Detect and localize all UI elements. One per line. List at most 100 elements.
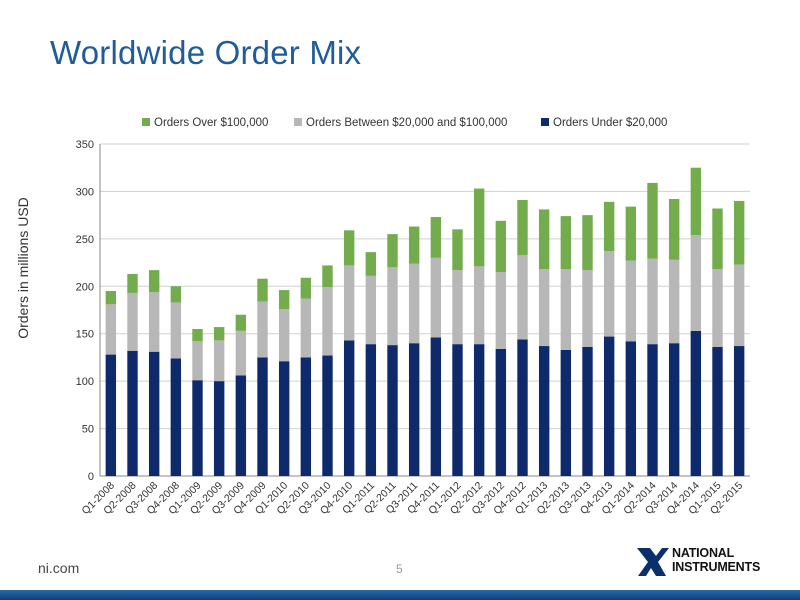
bar-segment-20k-100k (300, 298, 312, 358)
bar-segment-20k-100k (668, 259, 680, 344)
bar-segment-20k-100k (712, 269, 723, 347)
bar-segment-20k-100k (322, 287, 333, 356)
footer-bar (0, 590, 800, 600)
chart-gridlines (99, 143, 750, 477)
bar-segment-over-100k (582, 215, 593, 271)
bar-segment-over-100k (452, 229, 463, 271)
bar-segment-over-100k (625, 206, 637, 261)
bar-segment-under-20k (257, 357, 268, 476)
bar-segment-under-20k (712, 346, 723, 476)
bar-segment-20k-100k (538, 269, 550, 347)
bar-segment-20k-100k (148, 291, 160, 352)
y-tick-label: 200 (76, 281, 94, 293)
logo-line-2: INSTRUMENTS (672, 560, 761, 574)
bar-segment-20k-100k (582, 270, 593, 347)
bar-segment-over-100k (148, 270, 160, 292)
bar-segment-under-20k (300, 357, 312, 476)
bar-segment-20k-100k (517, 254, 528, 340)
bar-segment-20k-100k (213, 340, 225, 382)
bar-segment-over-100k (430, 217, 442, 258)
bar-segment-20k-100k (690, 235, 702, 331)
bar-segment-under-20k (387, 345, 398, 476)
legend-swatch (541, 118, 549, 126)
bar-segment-20k-100k (625, 260, 637, 342)
chart-legend: Orders Over $100,000 Orders Between $20,0… (142, 117, 667, 129)
bar-segment-over-100k (235, 314, 247, 331)
bar-segment-over-100k (343, 230, 355, 266)
bar-segment-under-20k (582, 346, 593, 476)
bar-segment-20k-100k (733, 264, 745, 347)
y-tick-label: 50 (82, 424, 94, 436)
bar-segment-under-20k (473, 344, 485, 476)
bar-segment-over-100k (495, 220, 507, 273)
bar-segment-under-20k (278, 361, 290, 476)
footer-url[interactable]: ni.com (38, 560, 80, 576)
ni-eagle-icon (637, 548, 669, 576)
bar-segment-under-20k (538, 346, 550, 476)
bar-segment-20k-100k (603, 251, 615, 337)
bar-segment-20k-100k (192, 341, 203, 381)
bar-segment-under-20k (647, 344, 658, 476)
stacked-bar-chart: Orders Over $100,000 Orders Between $20,0… (15, 117, 750, 517)
legend-swatch (294, 118, 302, 126)
bar-segment-over-100k (712, 208, 723, 270)
bar-segment-20k-100k (278, 309, 290, 362)
bar-segment-under-20k (517, 339, 528, 476)
y-tick-label: 350 (76, 139, 94, 151)
bar-segment-over-100k (408, 226, 420, 264)
bar-segment-20k-100k (560, 269, 572, 350)
bar-segment-over-100k (127, 273, 138, 293)
legend-label: Orders Over $100,000 (154, 117, 268, 129)
bar-segment-20k-100k (387, 267, 398, 346)
bar-segment-20k-100k (127, 292, 138, 351)
bar-segment-under-20k (322, 355, 333, 476)
bar-segment-over-100k (278, 290, 290, 310)
legend-swatch (142, 118, 150, 126)
bar-segment-under-20k (213, 381, 225, 476)
bar-segment-20k-100k (473, 266, 485, 345)
bar-segment-under-20k (192, 380, 203, 476)
y-tick-label: 150 (76, 329, 94, 341)
y-tick-label: 300 (76, 186, 94, 198)
bar-segment-over-100k (300, 277, 312, 299)
bar-segment-20k-100k (170, 302, 182, 359)
bar-segment-under-20k (170, 358, 182, 476)
x-axis-ticks: Q1-2008Q2-2008Q3-2008Q4-2008Q1-2009Q2-20… (80, 480, 746, 517)
bar-segment-over-100k (690, 167, 702, 236)
bar-segment-over-100k (603, 201, 615, 252)
bar-segment-under-20k (430, 337, 442, 476)
bar-segment-under-20k (690, 330, 702, 476)
y-tick-label: 250 (76, 234, 94, 246)
bar-segment-over-100k (387, 234, 398, 268)
page-number: 5 (396, 562, 403, 576)
bar-segment-over-100k (647, 182, 658, 259)
bar-segment-over-100k (257, 278, 268, 302)
bar-segment-20k-100k (647, 258, 658, 345)
bar-segment-over-100k (538, 209, 550, 270)
bar-segment-under-20k (343, 340, 355, 476)
slide-title: Worldwide Order Mix (50, 34, 362, 71)
bar-segment-over-100k (170, 286, 182, 303)
bar-segment-under-20k (105, 354, 117, 476)
bar-segment-under-20k (603, 336, 615, 476)
bar-segment-under-20k (235, 375, 247, 476)
bar-segment-20k-100k (235, 330, 247, 376)
bar-segment-over-100k (213, 327, 225, 341)
logo-line-1: NATIONAL (672, 546, 735, 560)
chart-bars (105, 167, 745, 476)
bar-segment-over-100k (668, 199, 680, 260)
legend-label: Orders Under $20,000 (553, 117, 667, 129)
y-axis-label: Orders in millions USD (15, 197, 31, 339)
bar-segment-20k-100k (452, 270, 463, 345)
bar-segment-under-20k (127, 350, 138, 476)
y-tick-label: 0 (88, 471, 94, 483)
national-instruments-logo: NATIONAL INSTRUMENTS (636, 546, 776, 580)
bar-segment-over-100k (473, 188, 485, 267)
bar-segment-under-20k (668, 343, 680, 476)
bar-segment-20k-100k (495, 272, 507, 349)
bar-segment-under-20k (560, 349, 572, 476)
bar-segment-20k-100k (257, 301, 268, 358)
bar-segment-under-20k (452, 344, 463, 476)
bar-segment-under-20k (733, 346, 745, 476)
bar-segment-over-100k (105, 291, 117, 305)
